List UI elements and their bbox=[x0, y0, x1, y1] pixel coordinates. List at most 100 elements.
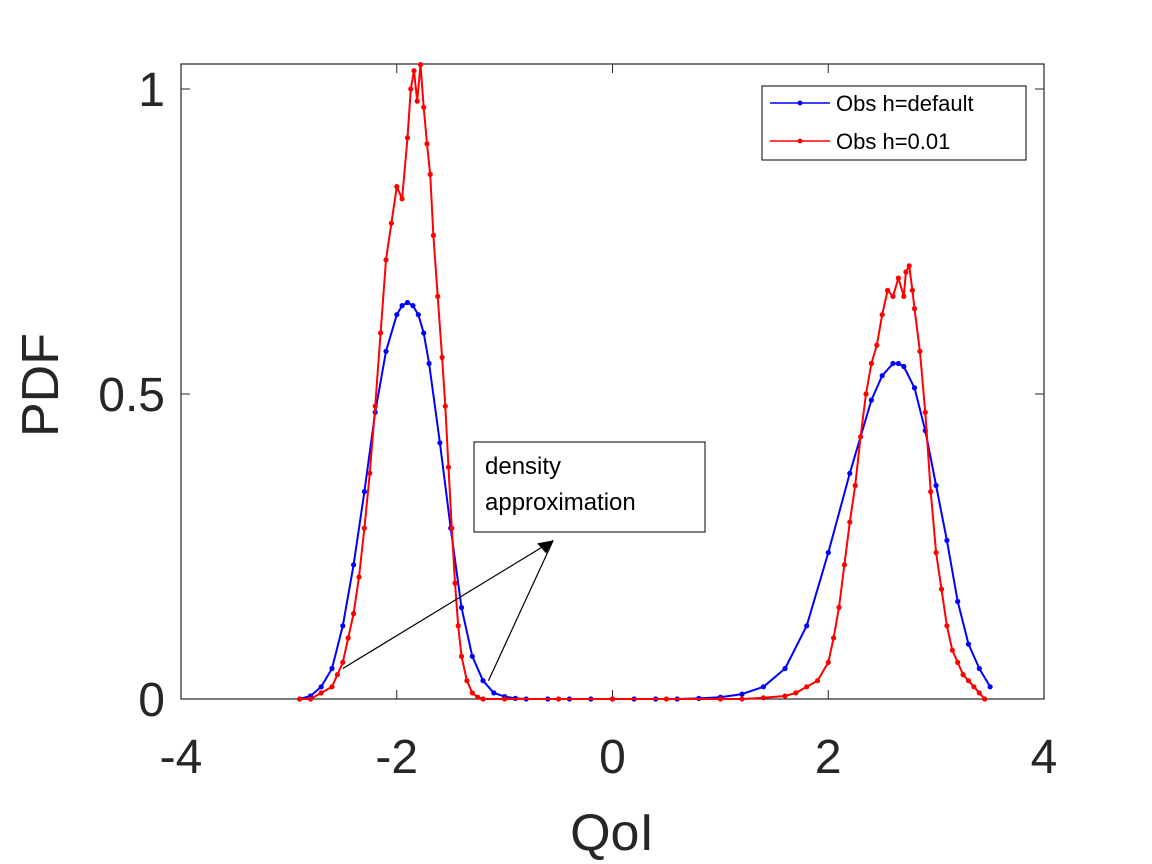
y-axis-title: PDF bbox=[12, 333, 70, 437]
data-point bbox=[297, 696, 303, 702]
data-point bbox=[408, 86, 414, 92]
series-1 bbox=[297, 62, 988, 702]
data-point bbox=[852, 482, 858, 489]
data-point bbox=[383, 348, 389, 354]
data-point bbox=[965, 678, 972, 684]
x-tick-label: -2 bbox=[375, 731, 418, 784]
data-point bbox=[971, 684, 977, 690]
axis-ticks bbox=[180, 64, 1045, 700]
data-point bbox=[435, 293, 441, 299]
x-axis-title: QoI bbox=[570, 804, 654, 862]
legend-box bbox=[761, 85, 1027, 161]
series-layer bbox=[297, 62, 993, 702]
data-point bbox=[874, 342, 880, 348]
data-point bbox=[944, 537, 950, 544]
plot-area bbox=[180, 63, 1045, 700]
data-point bbox=[906, 263, 912, 269]
legend-label-h001: Obs h=0.01 bbox=[836, 129, 950, 154]
annotation: density approximation bbox=[342, 441, 706, 681]
data-point bbox=[825, 550, 831, 556]
data-point bbox=[424, 141, 430, 147]
data-point bbox=[411, 68, 417, 74]
data-point bbox=[415, 312, 421, 318]
data-point bbox=[329, 684, 335, 690]
data-point bbox=[469, 690, 475, 696]
annotation-line-2: approximation bbox=[485, 489, 636, 516]
data-point bbox=[421, 104, 427, 110]
data-point bbox=[437, 440, 443, 446]
data-point bbox=[793, 690, 799, 696]
data-point bbox=[367, 470, 373, 476]
data-point bbox=[922, 409, 928, 415]
data-point bbox=[879, 373, 885, 379]
data-point bbox=[404, 299, 411, 306]
annotation-arrowhead bbox=[537, 540, 554, 554]
data-point bbox=[329, 665, 335, 672]
annotation-arrow-line bbox=[342, 539, 554, 670]
legend-marker-default bbox=[797, 100, 803, 106]
data-point bbox=[901, 293, 907, 299]
data-point bbox=[307, 696, 314, 702]
data-point bbox=[739, 696, 745, 702]
data-point bbox=[847, 519, 853, 525]
data-point bbox=[334, 672, 340, 678]
data-point bbox=[938, 586, 945, 592]
data-point bbox=[388, 220, 394, 226]
legend: Obs h=default Obs h=0.01 bbox=[761, 85, 1027, 161]
data-point bbox=[944, 623, 950, 629]
data-point bbox=[760, 695, 767, 701]
data-point bbox=[949, 647, 955, 653]
data-point bbox=[890, 360, 896, 367]
data-point bbox=[383, 257, 389, 263]
data-point bbox=[663, 696, 670, 702]
data-point bbox=[917, 348, 923, 354]
data-point bbox=[480, 696, 486, 702]
data-point bbox=[782, 665, 788, 672]
data-point bbox=[717, 696, 724, 702]
data-point bbox=[318, 684, 324, 690]
data-point bbox=[361, 489, 367, 495]
data-point bbox=[455, 623, 461, 629]
data-point bbox=[394, 312, 400, 318]
data-point bbox=[955, 659, 961, 666]
axis-tick-labels: -4 -2 0 2 4 0 0.5 1 bbox=[98, 64, 1057, 784]
data-point bbox=[458, 653, 465, 659]
data-point bbox=[410, 303, 416, 309]
y-tick-label: 0.5 bbox=[98, 369, 165, 422]
data-point bbox=[351, 611, 357, 617]
y-tick-label: 1 bbox=[138, 64, 165, 117]
data-point bbox=[417, 62, 424, 68]
data-point bbox=[318, 690, 324, 696]
data-point bbox=[464, 678, 470, 684]
data-point bbox=[556, 696, 562, 702]
data-point bbox=[804, 684, 810, 690]
data-point bbox=[976, 690, 982, 696]
data-point bbox=[868, 397, 875, 403]
data-point bbox=[847, 470, 853, 476]
data-point bbox=[863, 391, 869, 397]
data-point bbox=[982, 696, 988, 702]
data-point bbox=[965, 641, 972, 647]
data-point bbox=[442, 403, 448, 409]
data-point bbox=[394, 184, 400, 190]
data-point bbox=[911, 385, 918, 391]
data-point bbox=[399, 303, 405, 309]
data-point bbox=[445, 464, 452, 470]
x-tick-label: 4 bbox=[1031, 731, 1058, 784]
data-point bbox=[858, 434, 864, 440]
data-point bbox=[814, 678, 821, 684]
data-point bbox=[987, 684, 993, 690]
annotation-line-1: density bbox=[485, 453, 561, 480]
data-point bbox=[356, 574, 362, 580]
data-point bbox=[933, 482, 939, 489]
legend-label-default: Obs h=default bbox=[836, 91, 974, 116]
data-point bbox=[361, 525, 367, 531]
data-point bbox=[890, 293, 896, 299]
data-point bbox=[502, 696, 508, 702]
data-point bbox=[831, 635, 837, 641]
data-point bbox=[909, 287, 916, 293]
data-point bbox=[895, 360, 902, 367]
data-point bbox=[804, 623, 810, 629]
data-point bbox=[955, 598, 961, 605]
data-point bbox=[895, 275, 902, 281]
